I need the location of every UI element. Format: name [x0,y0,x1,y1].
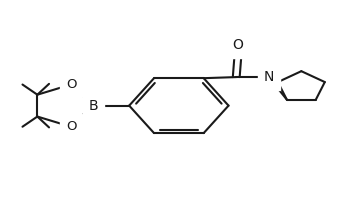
Text: O: O [66,78,76,91]
Text: O: O [66,120,76,133]
Text: B: B [88,99,98,113]
Text: O: O [233,38,244,52]
Text: N: N [264,70,274,84]
